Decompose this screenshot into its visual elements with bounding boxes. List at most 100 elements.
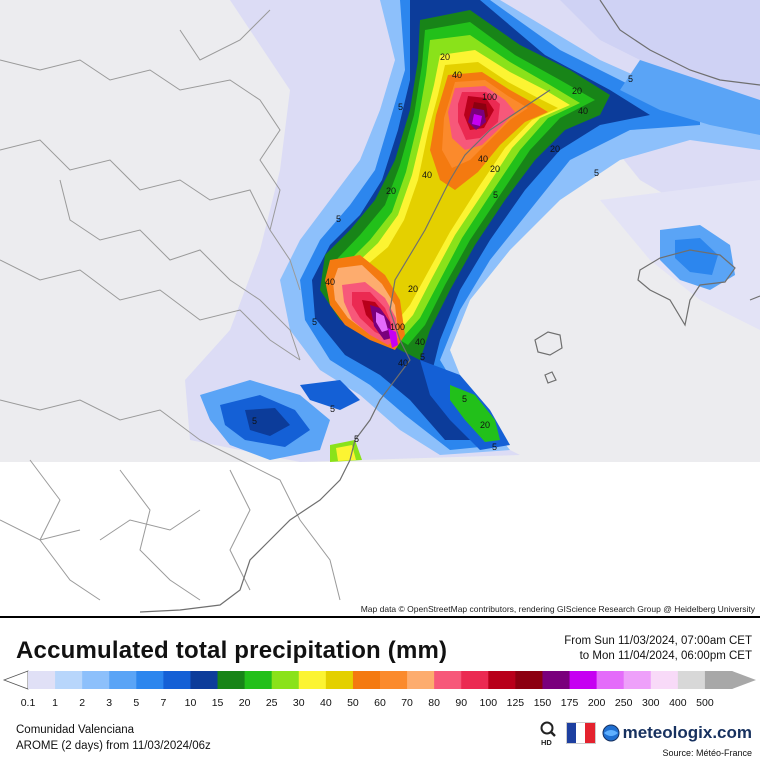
contour-label: 40 [422, 170, 432, 180]
legend-label: 60 [374, 697, 386, 709]
france-flag-icon [565, 722, 596, 744]
legend-color-bar [2, 670, 756, 690]
legend-swatch [244, 671, 273, 689]
legend-arrow-right [732, 671, 756, 689]
legend-label: 20 [238, 697, 251, 709]
legend-label: 25 [265, 697, 278, 709]
legend-label: 125 [506, 697, 525, 709]
contour-label: 5 [628, 74, 633, 84]
legend-swatch [109, 671, 137, 689]
contour-label: 5 [594, 168, 599, 178]
outside-domain-area [0, 462, 760, 616]
period-to: to Mon 11/04/2024, 06:00pm CET [579, 649, 752, 662]
contour-label: 20 [550, 144, 560, 154]
contour-label: 5 [312, 317, 317, 327]
legend-label: 175 [560, 697, 579, 709]
legend-swatch [623, 671, 652, 689]
contour-label: 5 [492, 442, 497, 452]
legend-swatch [298, 671, 327, 689]
legend-label: 15 [211, 697, 224, 709]
legend-label: 70 [401, 697, 413, 709]
contour-label: 20 [386, 186, 396, 196]
legend-swatch [569, 671, 598, 689]
legend-label: 100 [479, 697, 498, 709]
precipitation-map[interactable]: 5 20 40 100 20 40 5 20 40 5 20 40 5 5 20… [0, 0, 760, 616]
contour-label: 20 [440, 52, 450, 62]
legend-label: 500 [696, 697, 714, 709]
legend-swatch [55, 671, 83, 689]
legend-swatch [677, 671, 706, 689]
legend-label: 250 [614, 697, 633, 709]
contour-label: 20 [480, 420, 490, 430]
contour-label: 40 [478, 154, 488, 164]
hd-label: HD [541, 738, 552, 746]
legend-label: 200 [587, 697, 606, 709]
contour-label: 5 [336, 214, 341, 224]
magnifier-icon: HD [540, 721, 556, 747]
legend-swatch [325, 671, 354, 689]
legend-swatch [461, 671, 489, 689]
legend-swatch [407, 671, 435, 689]
contour-label: 20 [572, 86, 582, 96]
legend-swatch [380, 671, 408, 689]
globe-icon [602, 724, 620, 742]
legend-label: 300 [642, 697, 660, 709]
legend-swatch [596, 671, 625, 689]
legend-swatch [434, 671, 462, 689]
contour-label: 5 [420, 352, 425, 362]
legend-label: 5 [133, 697, 140, 709]
contour-label: 100 [390, 322, 405, 332]
borders-layer [0, 9, 341, 601]
contour-label: 5 [330, 404, 335, 414]
legend-label: 90 [455, 697, 468, 709]
contour-label: 40 [415, 337, 425, 347]
legend-label: 0.1 [20, 697, 36, 709]
contour-label: 40 [398, 358, 408, 368]
legend-label: 50 [347, 697, 359, 709]
contour-labels: 5 20 40 100 20 40 5 20 40 5 20 40 5 5 20… [252, 52, 633, 452]
legend-labels: 0.1 1 2 3 5 7 10 15 20 25 30 40 50 60 70 80 90 100 125 150 1… [0, 697, 760, 711]
contour-label: 20 [490, 164, 500, 174]
contour-label: 5 [462, 394, 467, 404]
contour-label: 5 [398, 102, 403, 112]
footer-logos: HD meteologix.com [538, 720, 752, 747]
precip-layer-purple [370, 108, 486, 348]
contour-label: 40 [578, 106, 588, 116]
legend-swatch [515, 671, 543, 689]
legend-label: 1 [52, 697, 58, 709]
legend-swatch [488, 671, 516, 689]
meteologix-logo[interactable]: meteologix.com [602, 723, 752, 743]
map-frame-border [0, 616, 760, 618]
legend-label: 80 [428, 697, 440, 709]
legend-label: 3 [106, 697, 113, 709]
legend-label: 10 [184, 697, 197, 709]
legend-swatch [217, 671, 246, 689]
page-title: Accumulated total precipitation (mm) [16, 637, 448, 664]
legend-swatch [271, 671, 300, 689]
legend-label: 150 [533, 697, 552, 709]
region-name: Comunidad Valenciana [16, 724, 135, 736]
legend-swatch [650, 671, 679, 689]
legend-swatch [190, 671, 219, 689]
data-source: Source: Météo-France [662, 748, 752, 758]
legend-swatch [704, 671, 733, 689]
period-from: From Sun 11/03/2024, 07:00am CET [564, 635, 752, 647]
legend-label: 400 [669, 697, 687, 709]
map-attribution[interactable]: Map data © OpenStreetMap contributors, r… [357, 603, 758, 615]
legend-label: 30 [292, 697, 305, 709]
legend-arrow-left [2, 670, 29, 690]
legend-swatch [28, 671, 56, 689]
legend-label: 40 [320, 697, 332, 709]
legend-swatch [136, 671, 164, 689]
contour-label: 5 [354, 434, 359, 444]
legend-label: 2 [79, 697, 86, 709]
legend-swatch [82, 671, 110, 689]
forecast-period: From Sun 11/03/2024, 07:00am CET to Mon … [564, 634, 752, 663]
contour-label: 40 [452, 70, 462, 80]
coastline [139, 0, 760, 613]
legend-swatch [352, 671, 381, 689]
legend-swatch [542, 671, 571, 689]
contour-label: 40 [325, 277, 335, 287]
hd-zoom-button[interactable]: HD [538, 720, 560, 747]
contour-label: 5 [252, 416, 257, 426]
